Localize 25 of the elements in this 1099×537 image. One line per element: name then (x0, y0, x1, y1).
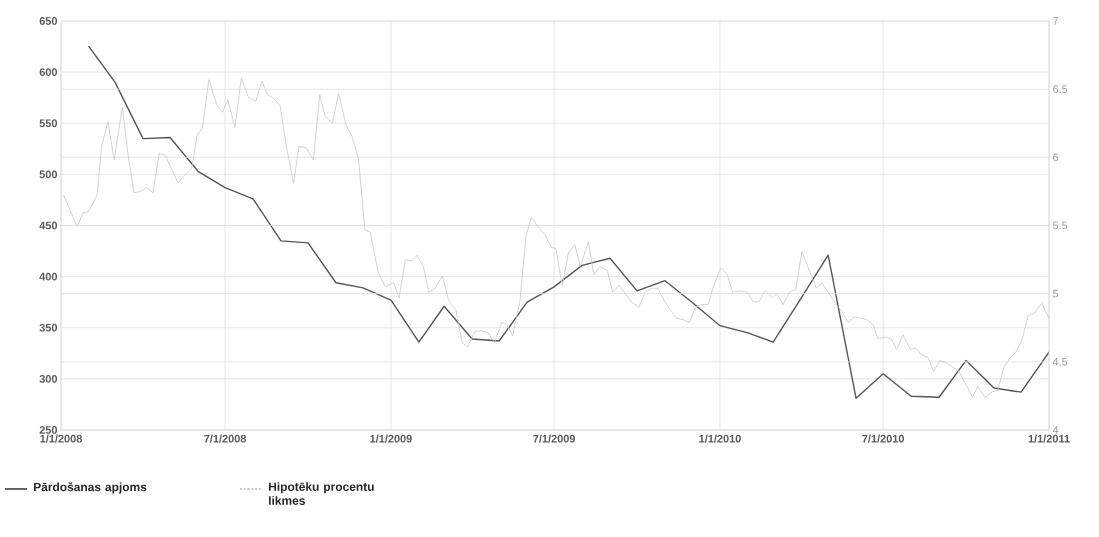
legend-label: Pārdošanas apjoms (34, 482, 147, 494)
y-tick-label: 350 (39, 323, 58, 332)
y-tick-label: 600 (39, 68, 58, 76)
x-tick-label: 7/1/2010 (862, 434, 905, 443)
x-tick-label: 1/1/2008 (40, 434, 82, 443)
y-tick-label: 650 (39, 17, 58, 25)
y2-tick-label: 5.5 (1052, 221, 1068, 230)
y2-tick-label: 7 (1053, 17, 1059, 25)
y2-tick-label: 6.5 (1053, 85, 1068, 94)
y2-tick-label: 4 (1052, 426, 1059, 434)
y2-tick-label: 6 (1053, 153, 1059, 162)
y-tick-label: 400 (39, 272, 58, 281)
y2-tick-label: 5 (1052, 289, 1059, 298)
x-tick-label: 7/1/2008 (204, 434, 247, 443)
x-tick-label: 7/1/2009 (533, 434, 576, 443)
legend-label: Hipotēku procentu likmes (269, 482, 374, 505)
y2-tick-label: 4.5 (1052, 358, 1068, 366)
y-tick-label: 250 (39, 426, 58, 434)
y-tick-label: 500 (39, 170, 58, 179)
x-tick-label: 1/1/2011 (1028, 434, 1070, 443)
y-tick-label: 550 (39, 119, 58, 128)
x-tick-label: 1/1/2010 (699, 434, 741, 443)
y-tick-label: 450 (39, 221, 58, 230)
x-tick-label: 1/1/2009 (370, 434, 412, 443)
y-tick-label: 300 (39, 374, 58, 383)
